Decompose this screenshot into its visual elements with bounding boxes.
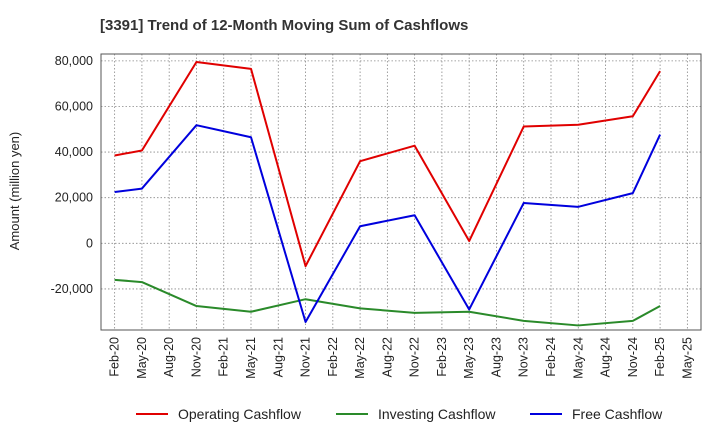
x-tick-labels: Feb-20 May-20 Aug-20 Nov-20 Feb-21 May-21 Aug-… — [108, 337, 695, 379]
x-tick-label: Nov-23 — [517, 337, 531, 377]
legend-label: Investing Cashflow — [378, 406, 496, 422]
y-tick-label: 60,000 — [55, 99, 93, 113]
legend: Operating Cashflow Investing Cashflow Free… — [136, 406, 663, 422]
y-tick-labels: -20,000 0 20,000 40,000 60,000 80,000 — [51, 54, 93, 296]
plot-area-frame — [100, 53, 702, 331]
x-tick-label: Aug-23 — [489, 337, 503, 377]
x-tick-label: Nov-22 — [408, 337, 422, 377]
x-tick-label: Feb-22 — [326, 337, 340, 377]
x-tick-label: Feb-20 — [108, 337, 122, 377]
x-tick-label: May-22 — [353, 337, 367, 379]
x-tick-label: Nov-20 — [189, 337, 203, 377]
y-tick-label: 40,000 — [55, 145, 93, 159]
x-tick-label: Feb-24 — [544, 337, 558, 377]
x-tick-label: Aug-20 — [162, 337, 176, 377]
x-tick-label: Feb-23 — [435, 337, 449, 377]
series-line — [114, 124, 661, 324]
x-tick-label: May-21 — [244, 337, 258, 379]
y-tick-label: -20,000 — [51, 282, 93, 296]
x-tick-label: Aug-22 — [380, 337, 394, 377]
series-line — [114, 278, 661, 327]
x-tick-label: Nov-24 — [626, 337, 640, 377]
x-tick-label: May-20 — [135, 337, 149, 379]
y-tick-label: 0 — [86, 236, 93, 250]
grid-lines — [101, 54, 701, 330]
y-axis-label: Amount (million yen) — [7, 132, 22, 251]
chart-title: [3391] Trend of 12-Month Moving Sum of C… — [100, 17, 468, 34]
x-tick-label: May-25 — [680, 337, 694, 379]
x-tick-label: Feb-21 — [217, 337, 231, 377]
series-line — [114, 60, 661, 268]
x-tick-label: Aug-21 — [271, 337, 285, 377]
legend-label: Free Cashflow — [572, 406, 663, 422]
y-tick-label: 20,000 — [55, 191, 93, 205]
x-tick-label: Aug-24 — [599, 337, 613, 377]
series-lines — [114, 60, 661, 327]
x-tick-label: May-23 — [462, 337, 476, 379]
x-tick-label: Nov-21 — [299, 337, 313, 377]
legend-label: Operating Cashflow — [178, 406, 302, 422]
x-tick-label: Feb-25 — [653, 337, 667, 377]
x-tick-label: May-24 — [571, 337, 585, 379]
y-tick-label: 80,000 — [55, 54, 93, 68]
